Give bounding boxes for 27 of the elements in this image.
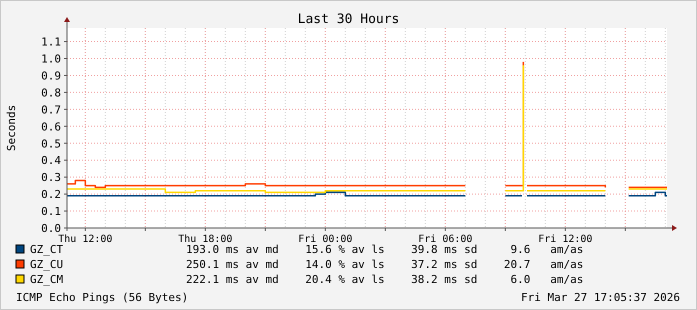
y-tick-label: 1.0 [41,52,61,66]
y-tick-label: 0.8 [41,86,61,100]
y-tick-label: 0.0 [41,222,61,235]
chart-title: Last 30 Hours [298,12,400,27]
x-tick-label: Fri 12:00 [538,234,592,245]
y-tick-label: 0.7 [41,103,61,116]
text: Fri Mar 27 17:05:37 2026 [521,291,680,304]
y-tick-label: 0.9 [41,69,61,82]
x-tick-label: Fri 06:00 [418,234,472,245]
text: 193.0 ms av md 15.6 % av ls 39.8 ms sd 9.6 am/as [186,243,584,256]
y-tick-label: 0.5 [41,137,61,150]
y-axis-title: Seconds [5,104,18,152]
text: 250.1 ms av md 14.0 % av ls 37.2 ms sd 20.7 am/as [186,258,584,271]
legend-label: GZ_CM [30,273,64,286]
y-tick-label: 0.3 [41,171,61,184]
text: ICMP Echo Pings (56 Bytes) [16,291,188,304]
x-tick-label: Thu 12:00 [58,234,112,245]
x-tick-label: Thu 18:00 [178,234,232,245]
y-tick-label: 0.1 [41,205,61,218]
legend-label: GZ_CU [30,258,64,271]
text: 222.1 ms av md 20.4 % av ls 38.2 ms sd 6.0 am/as [186,273,584,286]
y-tick-label: 1.1 [41,36,61,49]
legend-label: GZ_CT [30,243,64,256]
y-tick-label: 0.2 [41,188,61,202]
y-tick-label: 0.4 [41,154,62,168]
y-tick-label: 0.6 [41,120,61,134]
x-tick-label: Fri 00:00 [298,234,352,245]
